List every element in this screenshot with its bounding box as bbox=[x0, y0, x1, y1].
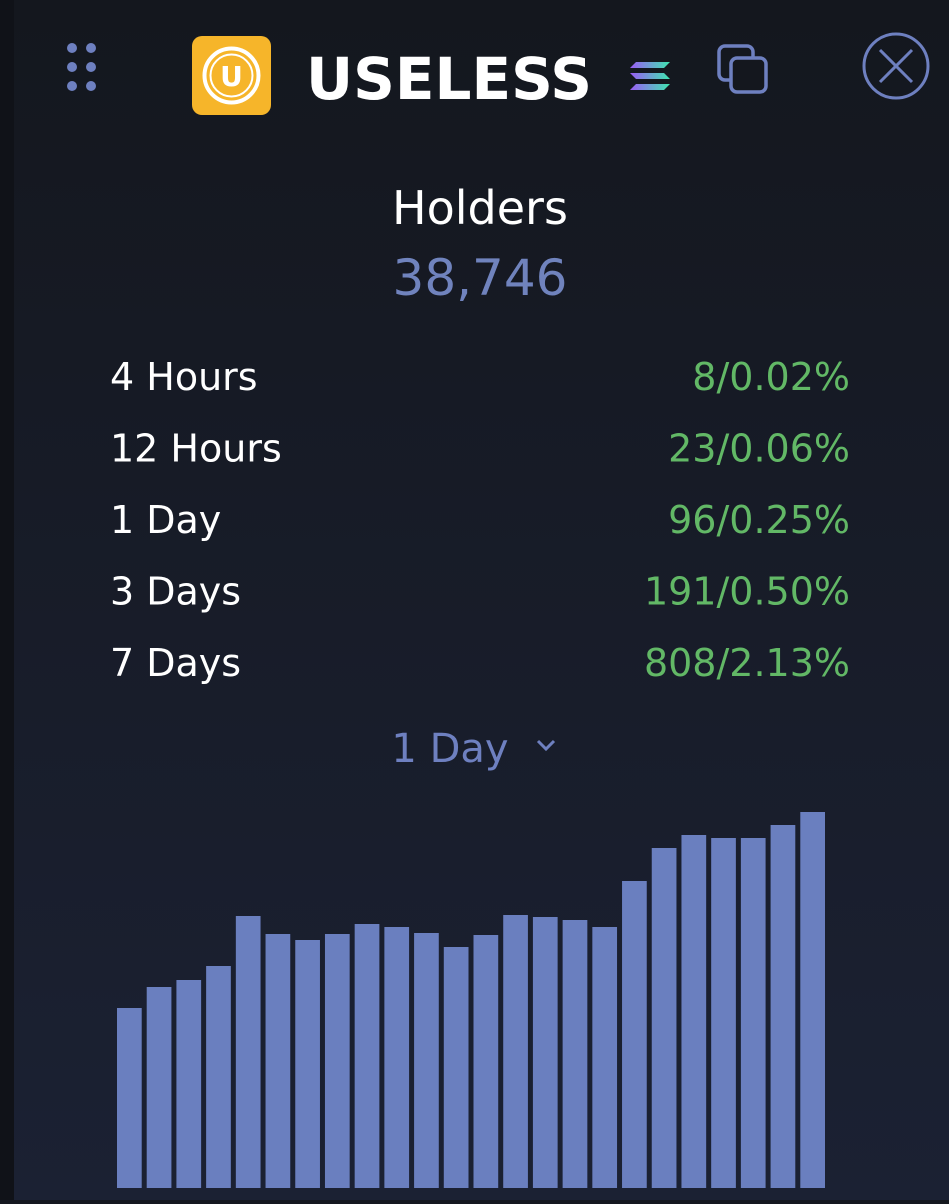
period-selector[interactable]: 1 Day bbox=[391, 726, 508, 772]
bar bbox=[562, 920, 588, 1188]
bar bbox=[235, 916, 261, 1188]
bar bbox=[265, 934, 291, 1188]
stats-list: 4 Hours 8/0.02% 12 Hours 23/0.06% 1 Day 96/0.… bbox=[110, 355, 850, 685]
period-change: 8/0.02% bbox=[692, 355, 850, 399]
period-change: 96/0.25% bbox=[668, 498, 850, 542]
period-change: 191/0.50% bbox=[644, 570, 850, 614]
bar bbox=[473, 935, 499, 1188]
drag-handle[interactable] bbox=[67, 43, 96, 91]
bar bbox=[324, 934, 350, 1188]
token-title: USELESS bbox=[306, 45, 592, 113]
bar-chart bbox=[117, 812, 825, 1188]
holders-count: 38,746 bbox=[393, 249, 568, 307]
period-label: 1 Day bbox=[110, 498, 221, 542]
period-label: 7 Days bbox=[110, 641, 241, 685]
bar bbox=[740, 838, 766, 1188]
bar bbox=[651, 848, 677, 1188]
token-logo: U bbox=[192, 36, 271, 115]
close-button[interactable] bbox=[862, 32, 930, 100]
bar bbox=[354, 924, 380, 1188]
chevron[interactable] bbox=[536, 739, 556, 752]
bar bbox=[384, 927, 410, 1188]
bar bbox=[622, 881, 647, 1188]
bar bbox=[206, 966, 231, 1188]
bar bbox=[711, 838, 736, 1188]
period-label: 3 Days bbox=[110, 570, 241, 614]
copy-button[interactable] bbox=[717, 44, 768, 94]
bar bbox=[770, 825, 796, 1188]
bar bbox=[800, 812, 825, 1188]
bar bbox=[681, 835, 707, 1188]
svg-text:U: U bbox=[220, 60, 243, 93]
bar bbox=[117, 1008, 142, 1188]
bar bbox=[414, 933, 439, 1188]
period-change: 808/2.13% bbox=[644, 641, 850, 685]
period-label: 4 Hours bbox=[110, 355, 258, 399]
chain-icon bbox=[630, 62, 670, 90]
bar bbox=[503, 915, 528, 1188]
bar bbox=[176, 980, 202, 1188]
period-label: 12 Hours bbox=[110, 427, 282, 471]
bar bbox=[443, 947, 469, 1188]
bar bbox=[592, 927, 618, 1188]
holders-label: Holders bbox=[392, 181, 568, 235]
bar bbox=[532, 917, 558, 1188]
edge bbox=[0, 0, 14, 1200]
period-change: 23/0.06% bbox=[668, 427, 850, 471]
bar bbox=[295, 940, 320, 1188]
bar bbox=[146, 987, 172, 1188]
